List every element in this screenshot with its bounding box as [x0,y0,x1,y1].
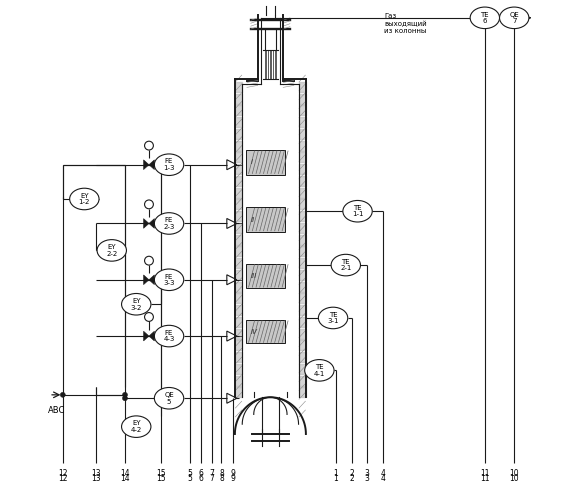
Bar [246,150,284,174]
Text: FE
2-3: FE 2-3 [164,217,175,230]
Circle shape [144,256,153,265]
Text: 4: 4 [380,473,386,483]
Text: FE
4-3: FE 4-3 [164,330,175,342]
Text: 14: 14 [120,469,130,478]
Text: 2: 2 [349,469,354,478]
Polygon shape [149,331,154,341]
Circle shape [144,141,153,150]
Text: EY
4-2: EY 4-2 [131,420,142,433]
Polygon shape [143,331,149,341]
Ellipse shape [318,307,348,329]
Text: 15: 15 [156,469,165,478]
Text: 5: 5 [188,469,192,478]
Ellipse shape [154,387,184,409]
Text: Газ
выходящий
из колонны: Газ выходящий из колонны [384,13,427,33]
Ellipse shape [343,200,372,222]
Text: 3: 3 [365,469,370,478]
Circle shape [144,200,153,209]
Ellipse shape [121,294,151,315]
Ellipse shape [70,188,99,210]
Circle shape [123,396,127,401]
Bar [246,207,284,232]
Circle shape [60,392,65,397]
Text: EY
2-2: EY 2-2 [106,244,117,257]
Polygon shape [149,275,154,285]
Bar [246,264,284,288]
Ellipse shape [121,416,151,437]
Text: 8: 8 [219,469,224,478]
Circle shape [144,313,153,322]
Text: FE
3-3: FE 3-3 [164,273,175,286]
Ellipse shape [331,254,361,276]
Ellipse shape [499,7,529,28]
Ellipse shape [305,359,334,381]
Text: TE
3-1: TE 3-1 [327,312,339,324]
Text: 7: 7 [209,469,214,478]
Circle shape [123,392,127,397]
Text: 1: 1 [333,473,338,483]
Text: III: III [251,273,257,279]
Text: 10: 10 [509,469,519,478]
Text: 3: 3 [365,473,370,483]
Text: 13: 13 [91,469,101,478]
Polygon shape [149,218,154,228]
Text: 13: 13 [91,473,101,483]
Text: 11: 11 [480,473,490,483]
Ellipse shape [154,326,184,347]
Text: 4: 4 [380,469,386,478]
Text: 7: 7 [209,473,214,483]
Bar [246,320,284,343]
Polygon shape [143,218,149,228]
Ellipse shape [154,154,184,175]
Text: EY
3-2: EY 3-2 [131,298,142,310]
Text: QE
5: QE 5 [164,392,174,405]
Text: 8: 8 [219,473,224,483]
Polygon shape [149,160,154,169]
Text: ABC: ABC [48,406,65,414]
Text: TE
4-1: TE 4-1 [314,364,325,377]
Ellipse shape [154,213,184,234]
Text: FE
1-3: FE 1-3 [164,159,175,171]
Text: 9: 9 [230,469,235,478]
Text: 10: 10 [509,473,519,483]
Polygon shape [143,160,149,169]
Text: 1: 1 [333,469,338,478]
Text: 6: 6 [198,473,203,483]
Ellipse shape [154,269,184,291]
Text: TE
1-1: TE 1-1 [352,205,364,218]
Text: TE
6: TE 6 [480,12,489,24]
Text: 2: 2 [349,473,354,483]
Text: 14: 14 [120,473,130,483]
Text: 9: 9 [230,473,235,483]
Text: 11: 11 [480,469,490,478]
Text: 12: 12 [58,473,68,483]
Text: II: II [251,217,255,222]
Text: EY
1-2: EY 1-2 [79,193,90,205]
Text: I: I [251,159,253,165]
Ellipse shape [97,240,127,261]
Text: IV: IV [251,328,258,335]
Ellipse shape [470,7,499,28]
Text: 5: 5 [188,473,192,483]
Text: 15: 15 [156,473,165,483]
Text: TE
2-1: TE 2-1 [340,259,351,272]
Text: QE
7: QE 7 [509,12,519,24]
Polygon shape [143,275,149,285]
Text: 12: 12 [58,469,68,478]
Text: 6: 6 [198,469,203,478]
